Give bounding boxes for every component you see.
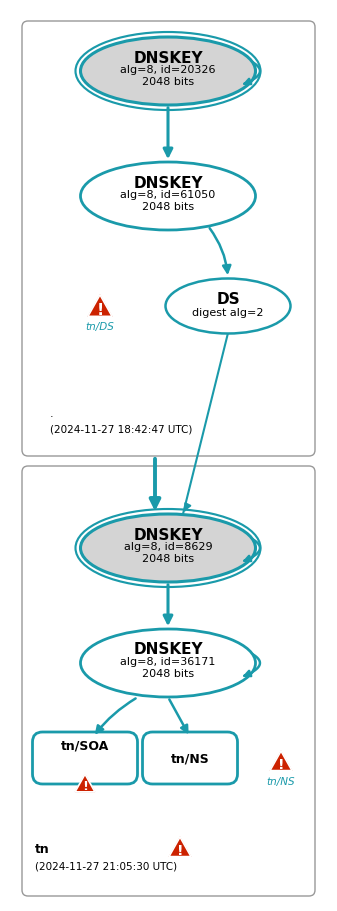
Text: 2048 bits: 2048 bits (142, 553, 194, 563)
Text: alg=8, id=36171: alg=8, id=36171 (120, 656, 216, 666)
FancyBboxPatch shape (143, 732, 238, 784)
Ellipse shape (81, 163, 255, 230)
Text: tn: tn (35, 843, 50, 855)
Ellipse shape (165, 279, 290, 334)
FancyBboxPatch shape (22, 466, 315, 896)
Text: DNSKEY: DNSKEY (133, 175, 203, 190)
Text: DNSKEY: DNSKEY (133, 641, 203, 657)
Polygon shape (88, 295, 112, 317)
Text: (2024-11-27 18:42:47 UTC): (2024-11-27 18:42:47 UTC) (50, 424, 192, 434)
Text: DS: DS (216, 292, 240, 306)
Text: alg=8, id=8629: alg=8, id=8629 (124, 541, 212, 551)
Ellipse shape (81, 38, 255, 106)
Text: !: ! (177, 843, 183, 857)
Text: DNSKEY: DNSKEY (133, 50, 203, 66)
Polygon shape (169, 837, 191, 856)
Polygon shape (270, 752, 292, 771)
Text: !: ! (82, 780, 88, 793)
Text: .: . (50, 408, 54, 418)
Text: 2048 bits: 2048 bits (142, 77, 194, 87)
Ellipse shape (81, 630, 255, 697)
FancyBboxPatch shape (32, 732, 137, 784)
Text: tn/DS: tn/DS (86, 322, 115, 332)
Text: DNSKEY: DNSKEY (133, 527, 203, 542)
Text: !: ! (278, 757, 284, 771)
Text: alg=8, id=20326: alg=8, id=20326 (120, 65, 216, 75)
Ellipse shape (81, 515, 255, 582)
Text: !: ! (96, 302, 103, 317)
Text: alg=8, id=61050: alg=8, id=61050 (120, 189, 216, 200)
Polygon shape (75, 774, 95, 792)
FancyBboxPatch shape (22, 22, 315, 456)
Text: tn/NS: tn/NS (171, 752, 209, 764)
Text: digest alg=2: digest alg=2 (192, 308, 264, 318)
Text: 2048 bits: 2048 bits (142, 669, 194, 679)
Text: tn/SOA: tn/SOA (61, 739, 109, 752)
Text: (2024-11-27 21:05:30 UTC): (2024-11-27 21:05:30 UTC) (35, 861, 177, 871)
Text: 2048 bits: 2048 bits (142, 201, 194, 211)
Text: tn/NS: tn/NS (267, 776, 295, 786)
